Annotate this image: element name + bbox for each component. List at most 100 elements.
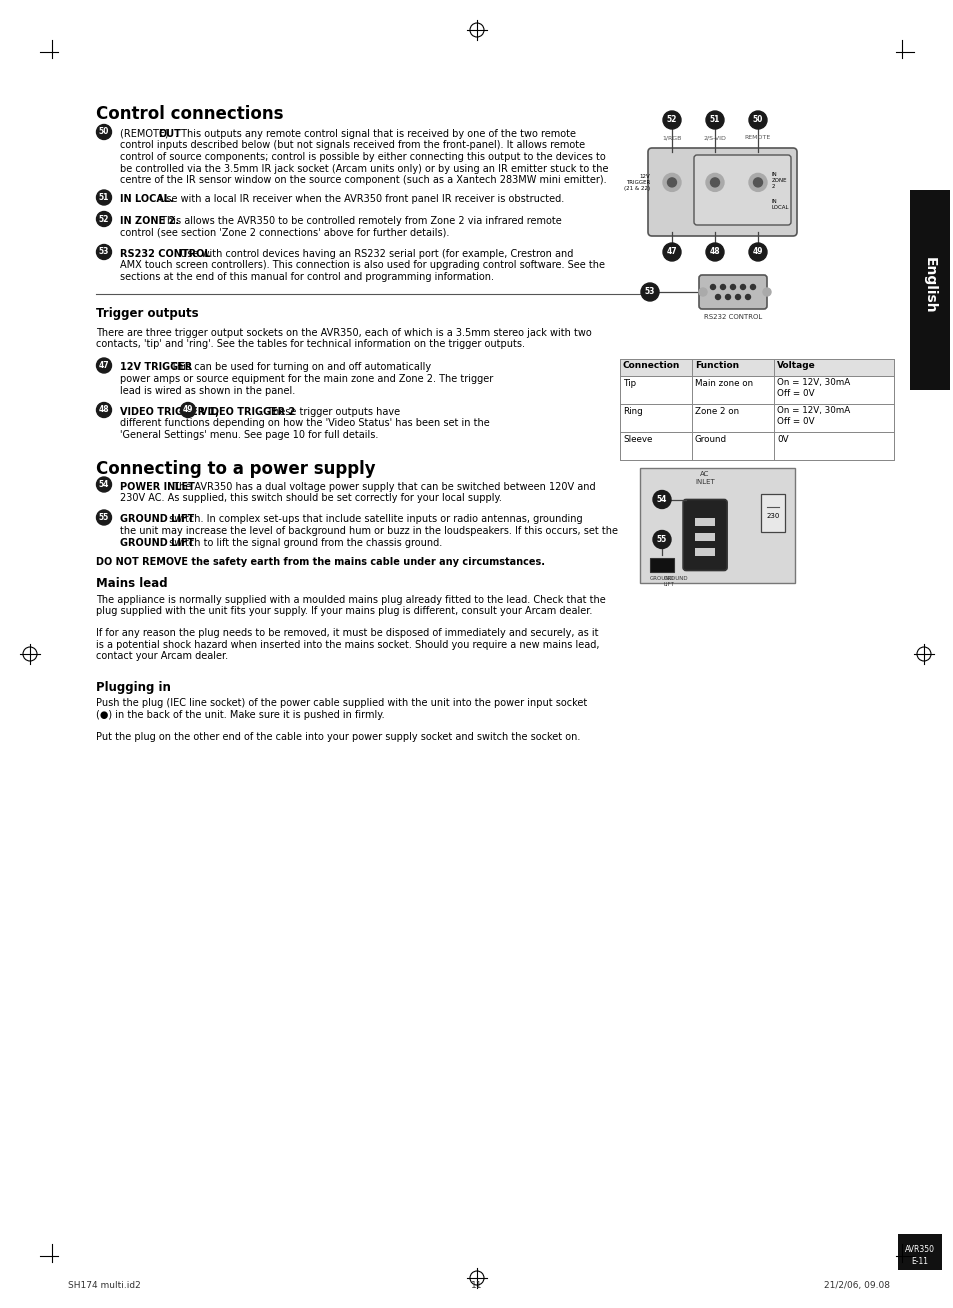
Text: 21/2/06, 09.08: 21/2/06, 09.08 <box>823 1281 889 1290</box>
Text: IN
LOCAL: IN LOCAL <box>771 199 789 209</box>
Circle shape <box>715 294 720 300</box>
Text: Connection: Connection <box>622 361 679 369</box>
Text: sections at the end of this manual for control and programming information.: sections at the end of this manual for c… <box>120 272 494 283</box>
Circle shape <box>750 285 755 289</box>
Circle shape <box>96 245 112 259</box>
Circle shape <box>710 178 719 187</box>
Circle shape <box>96 124 112 140</box>
Text: 47: 47 <box>98 361 110 370</box>
FancyBboxPatch shape <box>699 275 766 309</box>
Text: The appliance is normally supplied with a moulded mains plug already fitted to t: The appliance is normally supplied with … <box>96 595 605 606</box>
Text: 49: 49 <box>183 405 193 415</box>
Text: RS232 CONTROL: RS232 CONTROL <box>703 314 761 320</box>
Text: 2/S-VID: 2/S-VID <box>702 135 725 140</box>
Text: 48: 48 <box>98 405 110 415</box>
Text: 55: 55 <box>657 535 666 544</box>
FancyBboxPatch shape <box>909 190 949 390</box>
FancyBboxPatch shape <box>619 358 893 375</box>
Text: IN LOCAL.: IN LOCAL. <box>120 195 173 204</box>
Text: control (see section 'Zone 2 connections' above for further details).: control (see section 'Zone 2 connections… <box>120 228 449 238</box>
Circle shape <box>96 358 112 373</box>
Circle shape <box>640 283 659 301</box>
Text: control of source components; control is possible by either connecting this outp: control of source components; control is… <box>120 152 605 162</box>
Text: GROUND
LIFT: GROUND LIFT <box>663 577 688 587</box>
Text: 230V AC. As supplied, this switch should be set correctly for your local supply.: 230V AC. As supplied, this switch should… <box>120 493 501 504</box>
FancyBboxPatch shape <box>639 467 794 582</box>
Text: . The AVR350 has a dual voltage power supply that can be switched between 120V a: . The AVR350 has a dual voltage power su… <box>167 481 595 492</box>
Text: POWER INLET: POWER INLET <box>120 481 194 492</box>
Text: E-11: E-11 <box>910 1257 927 1266</box>
Text: Plugging in: Plugging in <box>96 680 171 693</box>
Text: IN
ZONE
2: IN ZONE 2 <box>771 173 786 188</box>
Text: RS232 CONTROL: RS232 CONTROL <box>120 249 211 259</box>
Text: SH174 multi.id2: SH174 multi.id2 <box>68 1281 141 1290</box>
Circle shape <box>705 174 723 191</box>
Text: 47: 47 <box>666 247 677 256</box>
Circle shape <box>652 531 670 548</box>
Circle shape <box>96 403 112 417</box>
Circle shape <box>705 111 723 129</box>
Text: be controlled via the 3.5mm IR jack socket (Arcam units only) or by using an IR : be controlled via the 3.5mm IR jack sock… <box>120 164 608 174</box>
Text: Ring: Ring <box>622 407 642 416</box>
Circle shape <box>96 212 112 226</box>
Text: 54: 54 <box>656 494 666 504</box>
Circle shape <box>735 294 740 300</box>
FancyBboxPatch shape <box>649 557 673 572</box>
FancyBboxPatch shape <box>760 493 784 531</box>
Text: OUT: OUT <box>707 181 720 184</box>
Text: Sleeve: Sleeve <box>622 434 652 443</box>
Text: DO NOT REMOVE the safety earth from the mains cable under any circumstances.: DO NOT REMOVE the safety earth from the … <box>96 557 544 566</box>
Text: Push the plug (IEC line socket) of the power cable supplied with the unit into t: Push the plug (IEC line socket) of the p… <box>96 698 587 709</box>
Text: 55: 55 <box>99 513 109 522</box>
Circle shape <box>753 178 761 187</box>
Text: AC
INLET: AC INLET <box>695 471 714 484</box>
Text: switch to lift the signal ground from the chassis ground.: switch to lift the signal ground from th… <box>166 538 442 548</box>
Text: control inputs described below (but not signals received from the front-panel). : control inputs described below (but not … <box>120 140 584 150</box>
Text: GROUND LIFT: GROUND LIFT <box>120 538 194 548</box>
Text: 50: 50 <box>752 115 762 124</box>
Circle shape <box>699 288 706 296</box>
Text: English: English <box>923 256 936 314</box>
FancyBboxPatch shape <box>647 148 796 235</box>
Text: 51: 51 <box>709 115 720 124</box>
Text: 12V
TRIGGER
(21 & 22): 12V TRIGGER (21 & 22) <box>623 174 649 191</box>
Text: VIDEO TRIGGER 2: VIDEO TRIGGER 2 <box>200 407 294 417</box>
Circle shape <box>748 174 766 191</box>
Text: 'General Settings' menu. See page 10 for full details.: 'General Settings' menu. See page 10 for… <box>120 430 378 439</box>
Circle shape <box>652 490 670 509</box>
Text: Tip: Tip <box>622 378 636 387</box>
Text: Main zone on: Main zone on <box>695 378 752 387</box>
Circle shape <box>762 288 770 296</box>
Text: (●) in the back of the unit. Make sure it is pushed in firmly.: (●) in the back of the unit. Make sure i… <box>96 710 384 719</box>
Text: centre of the IR sensor window on the source component (such as a Xantech 283MW : centre of the IR sensor window on the so… <box>120 175 606 184</box>
FancyBboxPatch shape <box>682 500 726 570</box>
Circle shape <box>662 174 680 191</box>
Text: IN ZONE 2.: IN ZONE 2. <box>120 216 179 226</box>
Circle shape <box>724 294 730 300</box>
Text: GROUND LIFT: GROUND LIFT <box>120 514 194 525</box>
Text: lead is wired as shown in the panel.: lead is wired as shown in the panel. <box>120 386 294 395</box>
Circle shape <box>705 243 723 262</box>
Text: . These trigger outputs have: . These trigger outputs have <box>261 407 399 417</box>
Circle shape <box>748 111 766 129</box>
FancyBboxPatch shape <box>695 518 715 526</box>
Text: is a potential shock hazard when inserted into the mains socket. Should you requ: is a potential shock hazard when inserte… <box>96 640 598 650</box>
Text: AMX touch screen controllers). This connection is also used for upgrading contro: AMX touch screen controllers). This conn… <box>120 260 604 271</box>
Text: Function: Function <box>695 361 739 369</box>
Text: 1/RGB: 1/RGB <box>661 135 681 140</box>
Text: 0V: 0V <box>776 434 788 443</box>
Text: 12V TRIGGER: 12V TRIGGER <box>120 362 193 373</box>
Text: Use with a local IR receiver when the AVR350 front panel IR receiver is obstruct: Use with a local IR receiver when the AV… <box>152 195 563 204</box>
FancyBboxPatch shape <box>693 156 790 225</box>
Text: Trigger outputs: Trigger outputs <box>96 307 198 320</box>
Text: plug supplied with the unit fits your supply. If your mains plug is different, c: plug supplied with the unit fits your su… <box>96 607 592 616</box>
FancyBboxPatch shape <box>619 375 893 403</box>
Circle shape <box>667 178 676 187</box>
Text: If for any reason the plug needs to be removed, it must be disposed of immediate: If for any reason the plug needs to be r… <box>96 628 598 638</box>
Text: 230: 230 <box>765 514 779 519</box>
Text: GROUND: GROUND <box>649 577 674 582</box>
Text: Use with control devices having an RS232 serial port (for example, Crestron and: Use with control devices having an RS232… <box>177 249 573 259</box>
Text: Voltage: Voltage <box>776 361 815 369</box>
Circle shape <box>744 294 750 300</box>
Text: . This outputs any remote control signal that is received by one of the two remo: . This outputs any remote control signal… <box>174 129 576 139</box>
